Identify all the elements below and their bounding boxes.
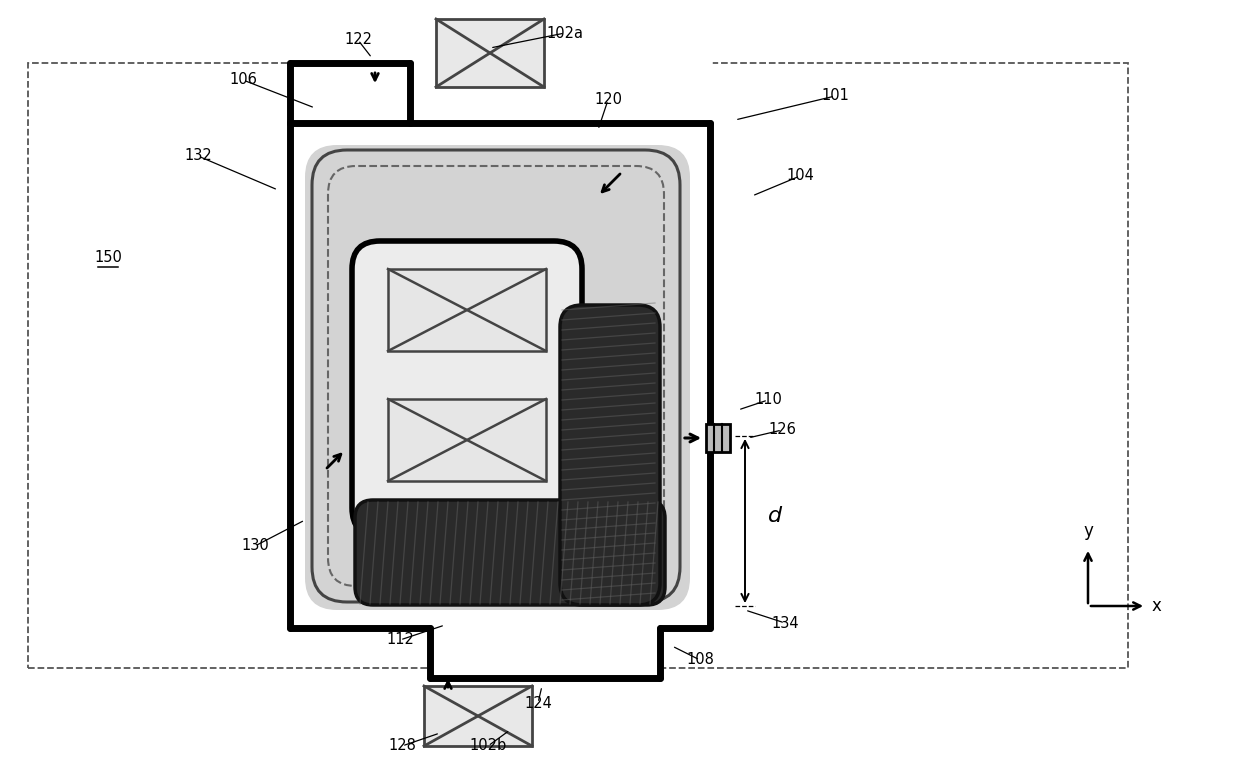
Text: 132: 132 [184,148,212,164]
Text: 102a: 102a [547,25,584,41]
Text: 134: 134 [771,615,799,631]
Text: 102b: 102b [470,739,507,753]
Text: y: y [1083,522,1092,540]
Bar [29,63,1128,668]
FancyBboxPatch shape [355,500,665,605]
Text: 101: 101 [821,88,849,104]
Text: 120: 120 [594,92,622,108]
Text: 112: 112 [386,633,414,647]
Bar [430,628,660,678]
Text: 126: 126 [768,422,796,438]
Text: 128: 128 [388,739,415,753]
Bar [424,686,532,746]
FancyBboxPatch shape [560,305,660,605]
Text: 106: 106 [229,72,257,88]
Bar [290,123,711,628]
Text: $d$: $d$ [768,506,784,526]
Text: 110: 110 [754,392,782,408]
Bar [388,399,546,481]
Bar [706,424,730,452]
Bar [436,19,544,87]
Text: x: x [1152,597,1162,615]
Text: 150: 150 [94,250,122,266]
Text: 108: 108 [686,653,714,667]
Text: 124: 124 [525,696,552,710]
FancyBboxPatch shape [352,241,582,536]
FancyBboxPatch shape [305,145,689,610]
Text: 104: 104 [786,168,813,184]
Bar [388,269,546,351]
Text: 122: 122 [343,32,372,48]
Bar [290,63,410,123]
Text: 130: 130 [241,538,269,554]
